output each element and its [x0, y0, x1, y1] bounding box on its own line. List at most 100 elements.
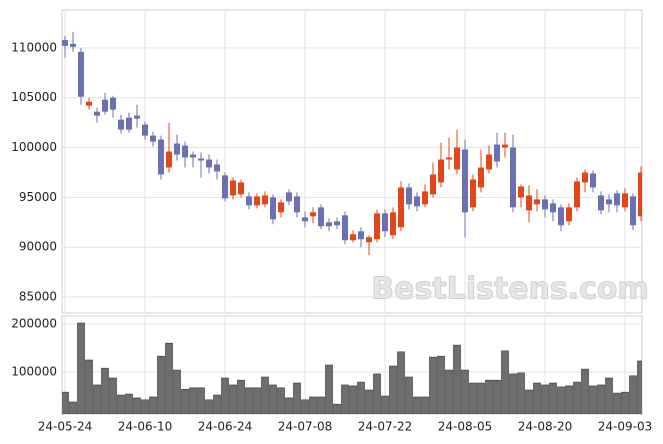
volume-bar — [333, 403, 341, 414]
volume-bar — [189, 387, 197, 414]
candle-body — [134, 115, 140, 119]
volume-bar — [317, 396, 325, 414]
x-tick-label: 24-07-08 — [278, 420, 332, 434]
candle-body — [422, 191, 428, 205]
volume-bar — [357, 381, 365, 414]
y-tick-label: 105000 — [11, 90, 57, 104]
candle-body — [310, 212, 316, 217]
candle-body — [278, 202, 284, 213]
volume-bar — [509, 373, 517, 414]
candle-body — [494, 144, 500, 162]
volume-bar — [557, 386, 565, 414]
candle-body — [542, 199, 548, 210]
volume-bar — [541, 384, 549, 414]
candle-body — [86, 101, 92, 106]
y-tick-label: 95000 — [19, 190, 57, 204]
volume-bar — [309, 396, 317, 414]
volume-bar — [77, 322, 85, 414]
volume-bar — [517, 372, 525, 414]
candle-body — [342, 215, 348, 241]
x-tick-label: 24-08-05 — [438, 420, 492, 434]
volume-bar — [477, 382, 485, 414]
candle-body — [254, 196, 260, 206]
candle-body — [238, 182, 244, 195]
volume-bar — [62, 391, 69, 414]
candle-body — [326, 222, 332, 227]
watermark: BestListens.com — [371, 272, 649, 307]
volume-bar — [565, 385, 573, 414]
volume-bar — [533, 382, 541, 414]
candle-body — [270, 197, 276, 220]
candle-body — [126, 117, 132, 130]
volume-bar — [269, 384, 277, 414]
volume-bar — [157, 355, 165, 414]
volume-bar — [277, 387, 285, 414]
volume-bar — [149, 396, 157, 414]
volume-bar — [253, 387, 261, 414]
candle-body — [190, 154, 196, 158]
volume-bar — [589, 385, 597, 414]
candle-body — [374, 213, 380, 240]
volume-bar — [93, 384, 101, 414]
candle-body — [302, 217, 308, 222]
volume-bar — [205, 399, 213, 414]
candle-body — [62, 39, 68, 46]
volume-bar — [69, 401, 77, 414]
y-tick-label: 90000 — [19, 240, 57, 254]
candle-body — [102, 99, 108, 112]
candle-body — [526, 195, 532, 211]
x-tick-label: 24-08-20 — [518, 420, 572, 434]
x-tick-label: 24-06-10 — [118, 420, 172, 434]
volume-bar — [597, 384, 605, 414]
candle-body — [486, 154, 492, 170]
candle-body — [414, 196, 420, 207]
candle-body — [294, 196, 300, 213]
volume-bar — [285, 397, 293, 414]
volume-bar — [341, 384, 349, 414]
volume-bar — [469, 382, 477, 414]
volume-bar — [221, 377, 229, 414]
candle-body — [174, 143, 180, 155]
candle-body — [478, 167, 484, 188]
candle-body — [366, 237, 372, 243]
candle-body — [222, 175, 228, 199]
candle-body — [454, 147, 460, 170]
volume-bar — [461, 369, 469, 414]
candle-body — [214, 164, 220, 172]
y-tick-label: 200000 — [11, 317, 57, 331]
volume-bar — [229, 384, 237, 414]
candle-body — [566, 207, 572, 222]
volume-bar — [109, 377, 117, 414]
price-panel — [61, 9, 643, 314]
volume-bar — [165, 342, 173, 414]
candle-body — [334, 221, 340, 226]
candle-body — [358, 231, 364, 240]
candle-body — [462, 149, 468, 213]
candle-body — [406, 187, 412, 205]
candle-body — [582, 172, 588, 183]
y-tick-label: 85000 — [19, 290, 57, 304]
candle-body — [350, 234, 356, 241]
volume-bar — [117, 394, 125, 414]
candle-body — [622, 193, 628, 208]
candle-body — [150, 135, 156, 142]
candle-body — [390, 212, 396, 236]
candle-body — [158, 139, 164, 175]
candle-body — [398, 187, 404, 228]
volume-bar — [245, 387, 253, 414]
candle-body — [230, 180, 236, 196]
candle-body — [606, 199, 612, 205]
volume-bar — [349, 385, 357, 414]
candle-body — [142, 124, 148, 136]
volume-bar — [581, 368, 589, 414]
candle-body — [286, 192, 292, 202]
volume-bar — [101, 367, 109, 414]
volume-bar — [141, 399, 149, 414]
x-tick-label: 24-05-24 — [38, 420, 92, 434]
volume-bar — [85, 359, 93, 414]
candle-body — [70, 43, 76, 47]
candle-body — [518, 186, 524, 198]
candle-body — [510, 147, 516, 208]
candle-body — [206, 159, 212, 168]
